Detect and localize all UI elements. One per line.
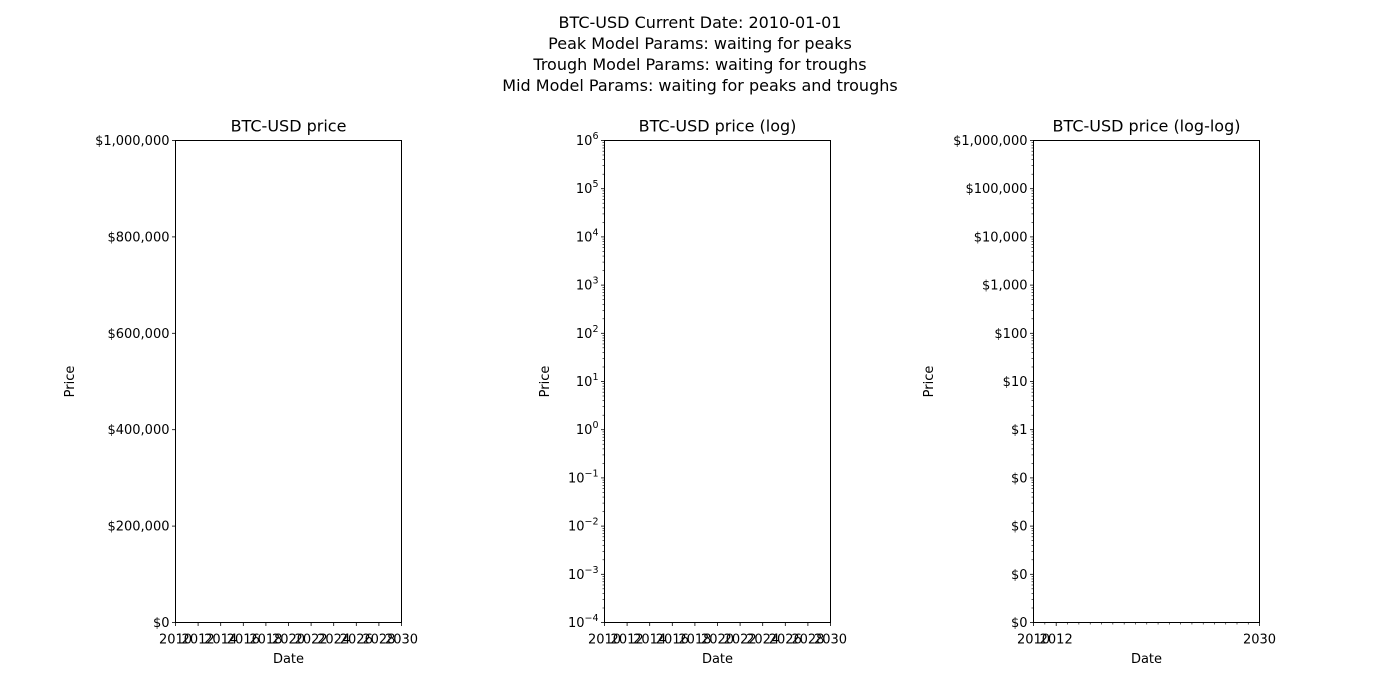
x-tick-label: 2022 <box>295 633 328 648</box>
y-tick-label-base: 10 <box>576 134 593 149</box>
x-tick-label: 2014 <box>633 633 666 648</box>
x-tick-label: 2028 <box>362 633 395 648</box>
x-tick-label: 2018 <box>249 633 282 648</box>
y-tick-label-base: 10 <box>576 230 593 245</box>
plot-area <box>604 140 831 623</box>
x-tick-label: 2012 <box>182 633 215 648</box>
x-axis-label: Date <box>273 652 304 667</box>
x-tick-label: 2030 <box>385 633 418 648</box>
x-tick-label: 2030 <box>814 633 847 648</box>
axes-title: BTC-USD price <box>231 117 347 136</box>
y-tick-label-base: 10 <box>576 279 593 294</box>
x-tick-label: 2014 <box>204 633 237 648</box>
y-tick-label: 10−2 <box>568 517 599 535</box>
y-tick-label-base: 10 <box>568 616 585 631</box>
x-tick-label: 2010 <box>1017 633 1050 648</box>
x-tick-label: 2016 <box>656 633 689 648</box>
y-tick-label: $1,000,000 <box>953 134 1027 149</box>
y-tick-label: $800,000 <box>107 230 169 245</box>
x-tick-label: 2018 <box>678 633 711 648</box>
y-tick-label: $0 <box>1011 568 1028 583</box>
suptitle-line: Mid Model Params: waiting for peaks and … <box>502 76 897 95</box>
y-tick-label: 10−4 <box>568 613 599 631</box>
axes-1: BTC-USD price Date Price $0 $200,000 $400,000… <box>63 117 418 668</box>
y-tick-label-exponent: −2 <box>584 517 598 528</box>
y-tick-label: 105 <box>576 179 599 197</box>
y-tick-label: $1 <box>1011 423 1028 438</box>
y-tick-label: $1,000,000 <box>95 134 169 149</box>
y-axis-label: Price <box>922 366 937 398</box>
y-axis-label: Price <box>538 366 553 398</box>
x-tick-label: 2012 <box>611 633 644 648</box>
y-tick-label-exponent: 0 <box>592 420 598 431</box>
plot-area <box>1033 140 1260 623</box>
y-tick-label: $600,000 <box>107 327 169 342</box>
axes-title: BTC-USD price (log-log) <box>1053 117 1241 136</box>
y-tick-label: 10−1 <box>568 468 599 486</box>
suptitle-line: BTC-USD Current Date: 2010-01-01 <box>559 13 842 32</box>
y-tick-label: $0 <box>1011 616 1028 631</box>
suptitle-line: Peak Model Params: waiting for peaks <box>548 34 852 53</box>
y-tick-label-base: 10 <box>576 327 593 342</box>
x-tick-label: 2026 <box>769 633 802 648</box>
y-tick-label: $0 <box>1011 471 1028 486</box>
y-tick-label-exponent: 6 <box>592 131 598 142</box>
x-tick-label: 2016 <box>227 633 260 648</box>
x-tick-label: 2026 <box>340 633 373 648</box>
y-tick-label: 100 <box>576 420 599 438</box>
x-tick-label: 2022 <box>724 633 757 648</box>
axes-2: BTC-USD price (log)DatePrice10−410−310−2… <box>538 117 847 668</box>
y-tick-label: 104 <box>576 227 599 245</box>
x-tick-label: 2024 <box>317 633 350 648</box>
y-tick-label: $1,000 <box>982 279 1028 294</box>
y-tick-label-exponent: 4 <box>592 227 598 238</box>
y-tick-label-exponent: −4 <box>584 613 598 624</box>
x-tick-label: 2024 <box>746 633 779 648</box>
y-tick-label: $0 <box>1011 520 1028 535</box>
y-tick-label-exponent: −1 <box>584 468 598 479</box>
y-tick-label-base: 10 <box>568 471 585 486</box>
y-tick-label: 102 <box>576 324 599 342</box>
y-tick-label-exponent: 2 <box>592 324 598 335</box>
y-tick-label: $100 <box>994 327 1027 342</box>
y-tick-label-base: 10 <box>568 520 585 535</box>
axes-3: BTC-USD price (log-log) Date Price $0 $0 $0 $0… <box>922 117 1276 668</box>
x-tick-label: 2030 <box>1243 633 1276 648</box>
y-tick-label: 103 <box>576 276 599 294</box>
y-tick-label: 10−3 <box>568 565 599 583</box>
y-tick-label: 106 <box>576 131 599 149</box>
y-tick-label-base: 10 <box>576 182 593 197</box>
x-axis-label: Date <box>702 652 733 667</box>
y-tick-label: $0 <box>153 616 170 631</box>
plot-area <box>175 140 402 623</box>
suptitle-line: Trough Model Params: waiting for troughs <box>532 55 866 74</box>
axes-title: BTC-USD price (log) <box>639 117 797 136</box>
y-tick-label-base: 10 <box>568 568 585 583</box>
y-tick-label-exponent: −3 <box>584 565 598 576</box>
y-tick-label: $10 <box>1003 375 1028 390</box>
y-tick-label: $100,000 <box>965 182 1027 197</box>
x-tick-label: 2012 <box>1040 633 1073 648</box>
axes-layer: BTC-USD price Date Price $0 $200,000 $400,000… <box>63 117 1276 668</box>
y-axis-label: Price <box>63 366 78 398</box>
x-axis-label: Date <box>1131 652 1162 667</box>
x-tick-label: 2020 <box>272 633 305 648</box>
x-tick-label: 2010 <box>588 633 621 648</box>
y-tick-label-base: 10 <box>576 423 593 438</box>
y-tick-label-base: 10 <box>576 375 593 390</box>
x-tick-label: 2020 <box>701 633 734 648</box>
y-tick-label-exponent: 1 <box>592 372 598 383</box>
y-tick-label: 101 <box>576 372 599 390</box>
y-tick-label: $400,000 <box>107 423 169 438</box>
x-tick-label: 2010 <box>159 633 192 648</box>
y-tick-label-exponent: 3 <box>592 276 598 287</box>
suptitle: BTC-USD Current Date: 2010-01-01 Peak Mod… <box>502 13 897 95</box>
x-tick-label: 2028 <box>791 633 824 648</box>
y-tick-label: $10,000 <box>974 230 1028 245</box>
y-tick-label-exponent: 5 <box>592 179 598 190</box>
y-tick-label: $200,000 <box>107 520 169 535</box>
